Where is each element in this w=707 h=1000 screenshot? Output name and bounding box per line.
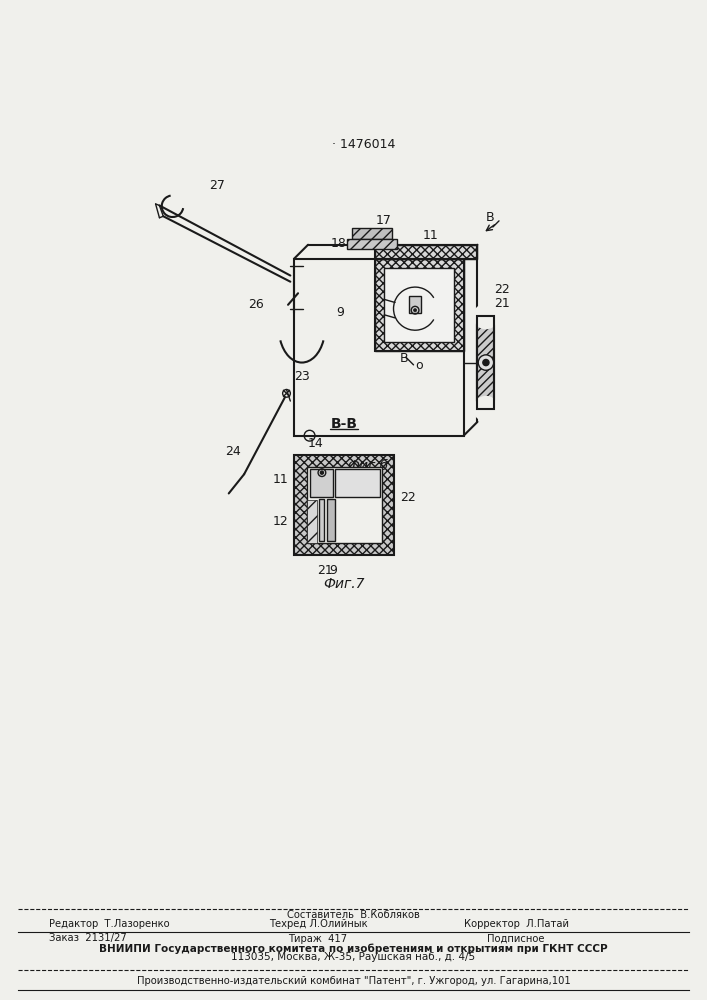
Circle shape [474,397,498,420]
Bar [307,500,317,543]
Bar [409,296,421,312]
Text: 14: 14 [308,437,324,450]
Text: 21: 21 [494,297,510,310]
Text: В: В [399,352,409,365]
Text: Фиг.7: Фиг.7 [324,577,365,591]
Bar [375,245,477,259]
Bar [375,245,477,259]
Bar [375,259,464,351]
Text: 11: 11 [273,473,288,486]
Text: 9: 9 [329,564,337,577]
Text: ВНИИПИ Государственного комитета по изобретениям и открытиям при ГКНТ СССР: ВНИИПИ Государственного комитета по изоб… [99,944,608,954]
Circle shape [474,305,498,328]
Text: 9: 9 [337,306,344,319]
Text: Редактор  Т.Лазоренко: Редактор Т.Лазоренко [49,919,170,929]
Bar [477,316,494,409]
Text: Подписное: Подписное [487,934,545,944]
Text: 27: 27 [209,179,226,192]
Text: 18: 18 [330,237,346,250]
Text: Составитель  В.Кобляков: Составитель В.Кобляков [287,910,420,920]
Text: 12: 12 [273,515,288,528]
Text: Корректор  Л.Патай: Корректор Л.Патай [464,919,568,929]
Text: о: о [415,359,423,372]
Circle shape [483,359,489,366]
Bar [294,455,395,555]
Text: Фиг.б: Фиг.б [346,460,388,474]
Bar [307,467,382,543]
Text: 22: 22 [494,283,510,296]
Text: 26: 26 [248,298,264,311]
Bar [310,469,334,497]
Text: Техред Л.Олийнык: Техред Л.Олийнык [269,919,368,929]
Text: Заказ  2131/27: Заказ 2131/27 [49,934,127,944]
Bar [327,499,335,541]
Circle shape [320,471,324,474]
Text: · 1476014: · 1476014 [332,138,395,151]
Bar [352,228,392,239]
Text: Производственно-издательский комбинат "Патент", г. Ужгород, ул. Гагарина,101: Производственно-издательский комбинат "П… [136,976,571,986]
Bar [347,239,397,249]
Circle shape [478,355,493,370]
Bar [294,259,464,436]
Text: 23: 23 [294,370,310,383]
Bar [375,259,464,351]
Text: В-В: В-В [331,417,358,431]
Text: 21: 21 [317,564,333,577]
Bar [335,469,380,497]
Text: 17: 17 [376,214,392,227]
Text: 22: 22 [400,491,416,504]
Text: 24: 24 [225,445,240,458]
Text: 11: 11 [423,229,438,242]
Bar [319,499,325,541]
Circle shape [414,309,416,312]
Text: В: В [486,211,495,224]
Text: Тираж  417: Тираж 417 [288,934,348,944]
Bar [385,268,455,342]
Bar [477,316,494,409]
Text: 113035, Москва, Ж-35, Раушская наб., д. 4/5: 113035, Москва, Ж-35, Раушская наб., д. … [231,952,476,962]
